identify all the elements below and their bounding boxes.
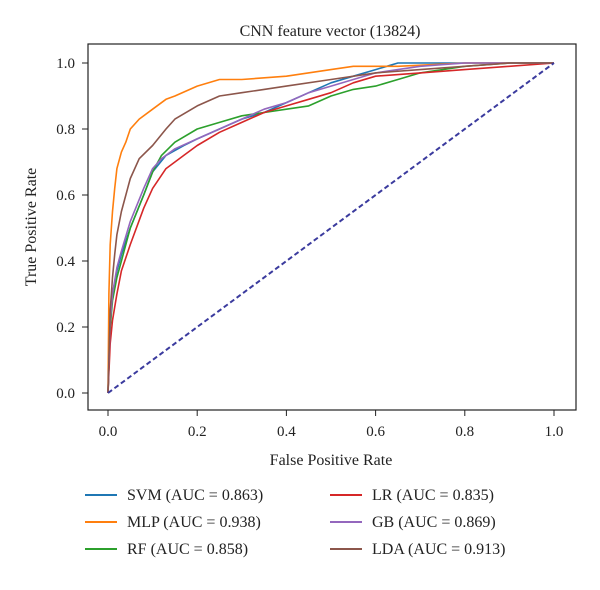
x-axis-label: False Positive Rate (270, 452, 393, 469)
y-tick-label: 0.4 (56, 254, 75, 270)
y-tick-label: 0.6 (56, 188, 75, 204)
y-axis-ticks: 0.0 0.2 0.4 0.6 0.8 1.0 (56, 56, 88, 402)
legend-label-1: MLP (AUC = 0.938) (127, 514, 261, 531)
legend: SVM (AUC = 0.863) MLP (AUC = 0.938) RF (AU… (85, 487, 505, 558)
y-tick-label: 0.0 (56, 386, 75, 402)
x-tick-label: 0.8 (455, 424, 474, 440)
x-tick-label: 0.4 (277, 424, 296, 440)
series-line-3 (107, 62, 555, 394)
x-tick-label: 0.2 (188, 424, 207, 440)
chart-title: CNN feature vector (13824) (240, 23, 421, 40)
plot-area (107, 62, 555, 394)
x-tick-label: 0.6 (366, 424, 385, 440)
y-tick-label: 1.0 (56, 56, 75, 72)
legend-label-4: GB (AUC = 0.869) (372, 514, 496, 531)
legend-label-2: RF (AUC = 0.858) (127, 541, 248, 558)
series-line-2 (107, 62, 554, 394)
series-line-5 (107, 62, 554, 394)
y-tick-label: 0.2 (56, 320, 75, 336)
series-line-4 (107, 62, 554, 394)
x-tick-label: 1.0 (545, 424, 564, 440)
y-axis-label: True Positive Rate (23, 168, 40, 287)
x-tick-label: 0.0 (99, 424, 118, 440)
y-tick-label: 0.8 (56, 122, 75, 138)
series-line-1 (107, 62, 554, 394)
legend-label-0: SVM (AUC = 0.863) (127, 487, 263, 504)
diagonal-reference-line (107, 62, 555, 394)
legend-label-3: LR (AUC = 0.835) (372, 487, 494, 504)
x-axis-ticks: 0.0 0.2 0.4 0.6 0.8 1.0 (99, 410, 564, 440)
plot-frame (87, 43, 577, 411)
legend-label-5: LDA (AUC = 0.913) (372, 541, 505, 558)
